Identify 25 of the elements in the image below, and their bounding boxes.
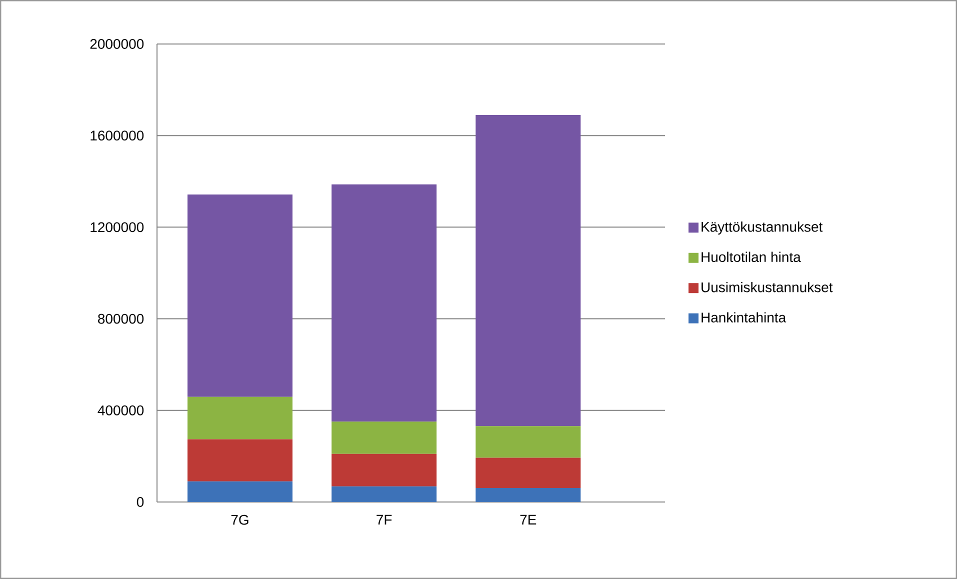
bar xyxy=(187,439,292,482)
x-tick-label: 7G xyxy=(231,514,248,525)
legend-label: Hankintahinta xyxy=(702,312,786,322)
bar xyxy=(476,458,581,488)
bar xyxy=(476,114,581,426)
legend-label: Uusimiskustannukset xyxy=(702,282,833,292)
bar xyxy=(476,488,581,502)
bar xyxy=(476,426,581,458)
bar xyxy=(332,422,437,454)
bar xyxy=(332,454,437,486)
bar xyxy=(187,396,292,440)
x-tick-label: 7E xyxy=(520,514,536,524)
legend-label: Käyttökustannukset xyxy=(702,222,823,235)
y-tick-label: 400000 xyxy=(98,405,144,416)
x-tick-label: 7F xyxy=(376,514,392,524)
y-tick-label: 0 xyxy=(136,497,144,507)
bar xyxy=(187,481,292,502)
legend-label: Huoltotilan hinta xyxy=(702,252,801,262)
y-tick-label: 2000000 xyxy=(90,39,144,49)
bar xyxy=(332,184,437,422)
y-tick-label: 1200000 xyxy=(90,222,144,232)
y-tick-label: 800000 xyxy=(98,314,144,324)
bar xyxy=(187,194,292,397)
y-tick-label: 1600000 xyxy=(90,130,144,141)
bar xyxy=(332,486,437,502)
